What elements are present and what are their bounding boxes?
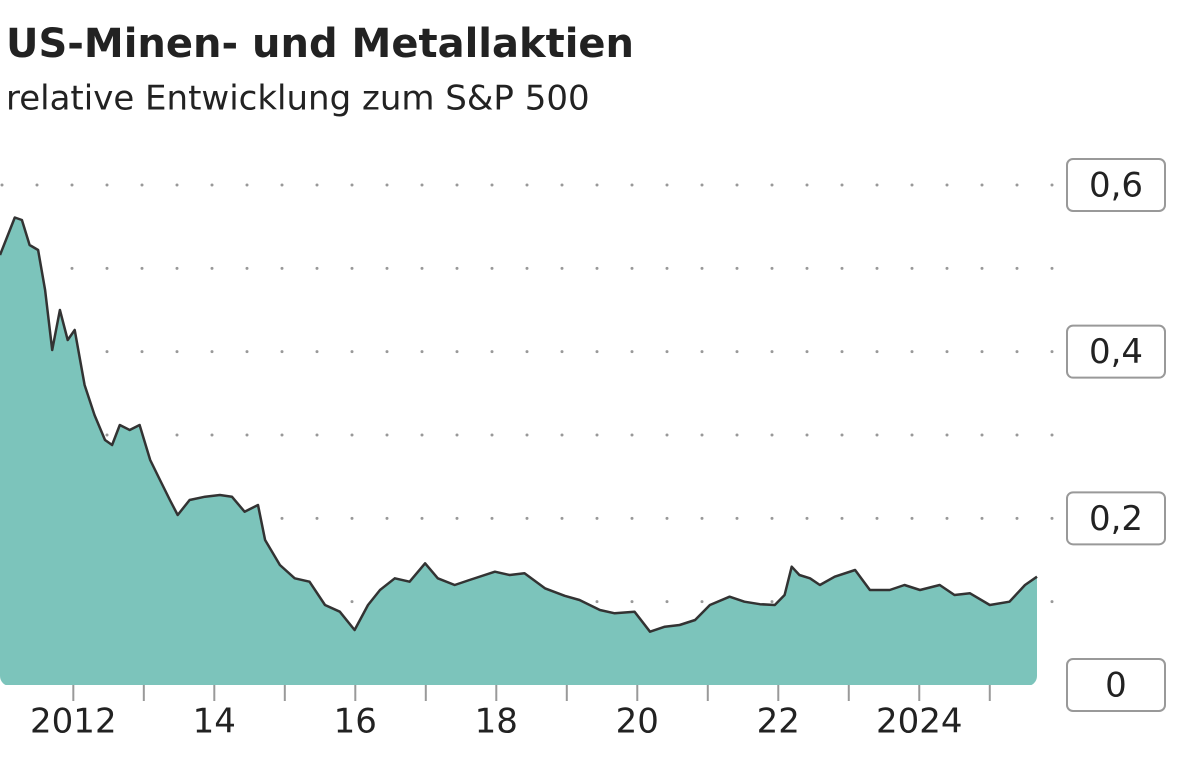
y-tick-label: 0 bbox=[1105, 666, 1127, 706]
y-tick-label: 0,6 bbox=[1089, 166, 1143, 206]
x-tick-label: 2024 bbox=[876, 702, 963, 742]
y-tick-box bbox=[1066, 324, 1166, 379]
line bbox=[0, 216, 1038, 633]
y-tick-box bbox=[1066, 158, 1166, 212]
y-tick-box bbox=[1066, 491, 1166, 546]
chart-title: US-Minen- und Metallaktien bbox=[6, 21, 634, 67]
y-tick-label: 0,2 bbox=[1089, 499, 1143, 539]
x-tick-label: 14 bbox=[193, 702, 236, 742]
x-tick-label: 20 bbox=[616, 702, 659, 742]
x-tick-label: 22 bbox=[757, 702, 800, 742]
y-tick-box bbox=[1066, 658, 1166, 712]
x-tick-label: 18 bbox=[475, 702, 518, 742]
area bbox=[0, 217, 1037, 685]
chart-subtitle: relative Entwicklung zum S&P 500 bbox=[6, 79, 590, 119]
y-tick-label: 0,4 bbox=[1089, 332, 1143, 372]
x-tick-label: 2012 bbox=[30, 702, 117, 742]
x-tick-label: 16 bbox=[334, 702, 377, 742]
